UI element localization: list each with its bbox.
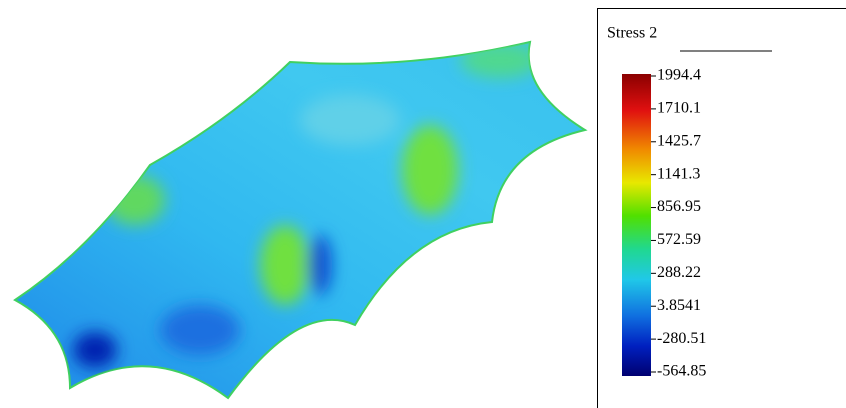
legend-label: 1710.1: [657, 100, 701, 117]
legend-label: 1994.4: [657, 67, 701, 84]
legend: Stress 2 1994.4 1710.1 1425.7 1141.3 856.95 5…: [598, 9, 846, 408]
viewport: Stress 2 1994.4 1710.1 1425.7 1141.3 856.95 5…: [0, 0, 846, 408]
legend-label: 1425.7: [657, 132, 701, 149]
membrane-model: [15, 42, 585, 398]
legend-title: Stress 2: [607, 25, 657, 42]
legend-label: 572.59: [657, 231, 701, 248]
legend-label: 856.95: [657, 198, 701, 215]
color-bar: [622, 74, 651, 376]
legend-label: 1141.3: [657, 165, 700, 182]
legend-label: 288.22: [657, 264, 701, 281]
legend-label: -564.85: [657, 363, 706, 380]
legend-label: 3.8541: [657, 297, 701, 314]
legend-label: -280.51: [657, 330, 706, 347]
scene: Stress 2 1994.4 1710.1 1425.7 1141.3 856.95 5…: [0, 0, 846, 408]
